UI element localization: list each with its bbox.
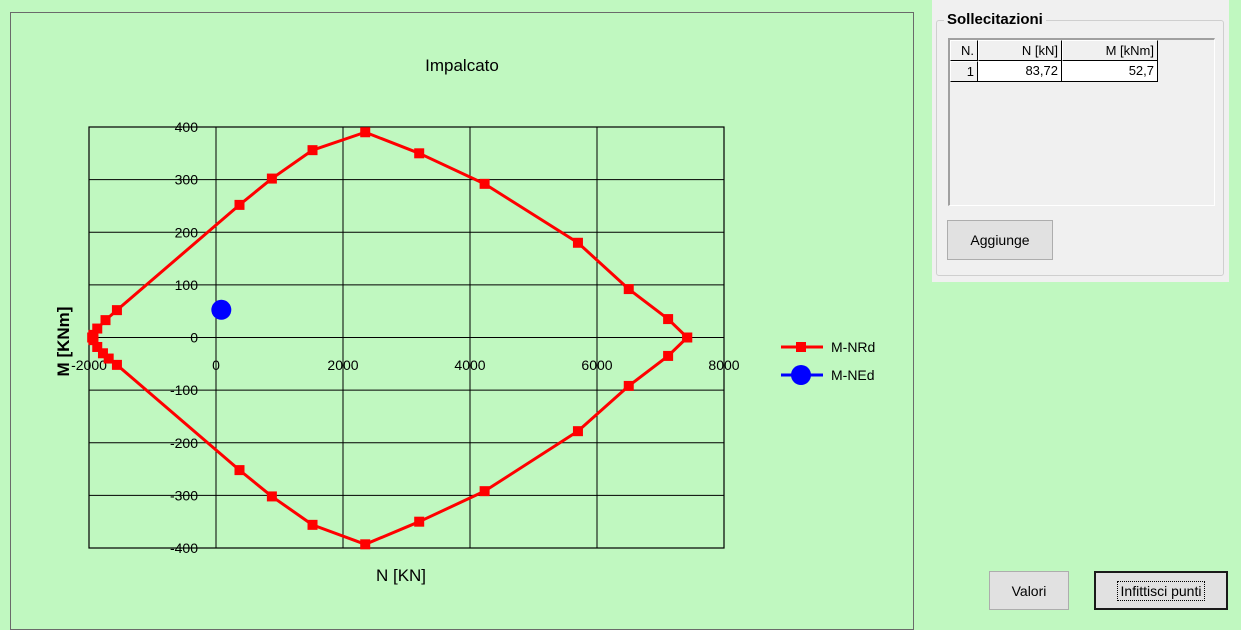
- legend-marker: [791, 365, 811, 385]
- legend-label: M-NRd: [831, 339, 875, 355]
- sollecitazioni-title: Sollecitazioni: [944, 11, 1046, 28]
- x-tick-label: 4000: [454, 357, 485, 373]
- chart-title: Impalcato: [425, 56, 499, 75]
- infittisci-punti-label: Infittisci punti: [1116, 580, 1206, 601]
- column-header-m-knm[interactable]: M [kNm]: [1062, 40, 1158, 61]
- data-point: [266, 173, 277, 184]
- y-axis-label: M [KNm]: [54, 307, 73, 377]
- sollecitazioni-panel: Sollecitazioni N. N [kN] M [kNm] 1 83,72…: [932, 0, 1229, 282]
- chart-panel: -2000 0 2000 4000 6000 8000 -400 -300 -200 -100 0 1…: [10, 12, 914, 630]
- data-point: [307, 519, 318, 530]
- data-point: [88, 335, 99, 346]
- y-tick-label: -200: [170, 435, 198, 451]
- table-row[interactable]: 1 83,72 52,7: [950, 61, 1214, 82]
- data-point: [572, 426, 583, 437]
- data-point: [100, 315, 111, 326]
- n-value-cell[interactable]: 83,72: [978, 61, 1062, 82]
- data-point: [623, 284, 634, 295]
- data-point: [103, 353, 114, 364]
- y-tick-label: -400: [170, 540, 198, 556]
- y-tick-label: 0: [190, 330, 198, 346]
- data-point: [266, 491, 277, 502]
- x-axis-label: N [KN]: [376, 566, 426, 585]
- sollecitazioni-group-frame: [936, 20, 1224, 276]
- x-tick-label: 0: [212, 357, 220, 373]
- data-point: [682, 332, 693, 343]
- data-point: [360, 127, 371, 138]
- valori-button[interactable]: Valori: [989, 571, 1069, 610]
- legend-marker: [796, 342, 806, 352]
- aggiunge-button[interactable]: Aggiunge: [947, 220, 1053, 260]
- interaction-diagram-chart: -2000 0 2000 4000 6000 8000 -400 -300 -200 -100 0 1…: [54, 56, 875, 585]
- data-point: [92, 323, 103, 334]
- column-header-n-kn[interactable]: N [kN]: [978, 40, 1062, 61]
- data-point: [111, 359, 122, 370]
- data-point: [663, 350, 674, 361]
- data-point: [414, 516, 425, 527]
- x-tick-label: 6000: [581, 357, 612, 373]
- data-point: [234, 465, 245, 476]
- data-point: [360, 539, 371, 550]
- data-point: [92, 341, 103, 352]
- data-point: [111, 305, 122, 316]
- y-tick-label: 100: [175, 277, 199, 293]
- data-point: [623, 380, 634, 391]
- infittisci-punti-button[interactable]: Infittisci punti: [1094, 571, 1228, 610]
- data-point: [97, 348, 108, 359]
- data-point: [572, 237, 583, 248]
- y-tick-label: 300: [175, 172, 199, 188]
- sollecitazioni-table[interactable]: N. N [kN] M [kNm] 1 83,72 52,7: [948, 38, 1215, 206]
- row-number-cell[interactable]: 1: [950, 61, 978, 82]
- y-tick-label: -100: [170, 382, 198, 398]
- data-point: [234, 199, 245, 210]
- y-tick-label: 200: [175, 224, 199, 240]
- data-point: [479, 178, 490, 189]
- legend-label: M-NEd: [831, 367, 875, 383]
- y-tick-label: 400: [175, 119, 199, 135]
- table-header-row: N. N [kN] M [kNm]: [950, 40, 1214, 61]
- data-point: [663, 314, 674, 325]
- data-point: [307, 145, 318, 156]
- x-tick-label: 8000: [708, 357, 739, 373]
- y-tick-label: -300: [170, 487, 198, 503]
- x-tick-label: -2000: [71, 357, 107, 373]
- column-header-n[interactable]: N.: [950, 40, 978, 61]
- m-value-cell[interactable]: 52,7: [1062, 61, 1158, 82]
- data-point: [414, 148, 425, 159]
- data-point: [211, 299, 232, 320]
- data-point: [479, 486, 490, 497]
- x-tick-label: 2000: [327, 357, 358, 373]
- series-line-m-nrd: [90, 130, 689, 546]
